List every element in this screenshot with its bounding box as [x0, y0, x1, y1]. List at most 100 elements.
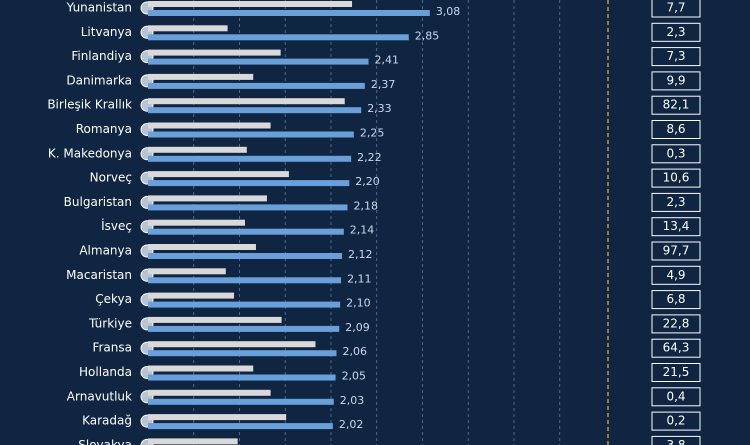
bar — [148, 341, 316, 348]
category-label: Bulgaristan — [64, 195, 132, 209]
bar — [148, 10, 430, 16]
table-value: 6,8 — [666, 292, 685, 306]
value-label: 2,41 — [375, 54, 400, 67]
value-label: 2,33 — [367, 102, 392, 115]
category-label: Yunanistan — [66, 1, 132, 15]
table-cell — [651, 435, 701, 445]
value-label: 2,05 — [342, 370, 367, 383]
value-label: 3,08 — [436, 5, 461, 18]
category-label: Türkiye — [88, 316, 132, 330]
table-cell — [651, 363, 701, 382]
table-value: 4,9 — [666, 268, 685, 282]
table-cell — [651, 22, 701, 42]
bar — [148, 131, 354, 138]
bar — [148, 316, 282, 323]
bar — [148, 244, 256, 250]
category-label: Finlandiya — [71, 49, 132, 63]
table-value: 10,6 — [663, 171, 690, 185]
bar — [148, 58, 369, 65]
table-cell — [651, 290, 701, 310]
category-label: Litvanya — [81, 25, 132, 39]
table-value: 7,7 — [666, 1, 685, 15]
bar — [148, 1, 353, 7]
value-label: 2,14 — [350, 224, 375, 237]
table-value: 7,3 — [666, 49, 685, 63]
table-value: 2,3 — [666, 195, 685, 209]
category-label: Karadağ — [82, 414, 132, 428]
bar — [148, 301, 341, 308]
table-cell — [651, 95, 701, 115]
table-value: 2,3 — [666, 25, 685, 39]
table-value: 9,9 — [666, 73, 685, 87]
bar — [148, 398, 334, 405]
category-label: Macaristan — [66, 268, 132, 282]
value-label: 2,11 — [347, 272, 372, 285]
table-value: 21,5 — [663, 365, 690, 379]
bar — [148, 365, 254, 372]
category-label: K. Makedonya — [48, 146, 132, 160]
table-cell — [651, 265, 701, 285]
table-cell — [651, 192, 701, 212]
table-value: 13,4 — [663, 219, 690, 233]
value-label: 2,06 — [342, 345, 367, 358]
bar — [148, 219, 245, 226]
table-value: 82,1 — [663, 98, 690, 112]
bar — [148, 180, 350, 187]
table-cell — [651, 71, 701, 91]
table-value: 64,3 — [663, 341, 690, 355]
table-value: 22,8 — [663, 316, 690, 330]
table-cell — [651, 144, 701, 164]
bar — [148, 204, 348, 211]
bar — [148, 253, 342, 259]
category-label: Arnavutluk — [67, 389, 132, 403]
table-value: 0,2 — [666, 414, 685, 428]
category-label: İsveç — [101, 218, 132, 233]
value-label: 2,02 — [339, 418, 364, 431]
bar — [148, 34, 409, 41]
table-value: 0,4 — [666, 389, 685, 403]
value-label: 2,25 — [360, 127, 385, 140]
value-label: 2,18 — [353, 199, 378, 212]
table-cell — [651, 338, 701, 358]
bar — [148, 73, 254, 80]
bar — [148, 195, 267, 202]
table-value: 8,6 — [666, 122, 685, 136]
bar — [148, 423, 333, 430]
value-label: 2,09 — [345, 321, 370, 334]
category-label: Slovakya — [78, 438, 132, 445]
bar — [148, 171, 289, 178]
category-label: Çekya — [95, 292, 132, 306]
value-label: 2,37 — [371, 78, 396, 91]
bar — [148, 228, 344, 235]
category-label: Romanya — [76, 122, 132, 136]
bar — [148, 268, 226, 275]
value-label: 2,20 — [355, 175, 380, 188]
value-label: 2,12 — [348, 248, 373, 261]
bar — [148, 292, 235, 299]
bar — [148, 49, 281, 56]
bar — [148, 389, 271, 396]
category-label: Fransa — [92, 341, 132, 355]
table-cell — [651, 387, 701, 407]
table-cell — [651, 314, 701, 334]
bar — [148, 325, 340, 332]
value-label: 2,22 — [357, 151, 382, 164]
bar — [148, 82, 365, 89]
bar — [148, 374, 336, 381]
table-cell — [651, 168, 701, 188]
value-label: 2,10 — [346, 297, 371, 310]
bar — [148, 107, 362, 114]
bar — [148, 414, 287, 421]
table-cell — [651, 241, 701, 261]
table-value: 0,3 — [666, 146, 685, 160]
category-label: Norveç — [90, 171, 132, 185]
table-cell — [651, 47, 701, 67]
bar — [148, 122, 271, 129]
value-label: 2,03 — [340, 394, 365, 407]
category-label: Almanya — [79, 244, 132, 258]
bar — [148, 146, 247, 153]
value-label: 2,85 — [415, 29, 440, 42]
category-label: Hollanda — [79, 365, 132, 379]
bar — [148, 155, 352, 162]
table-cell — [651, 120, 701, 139]
